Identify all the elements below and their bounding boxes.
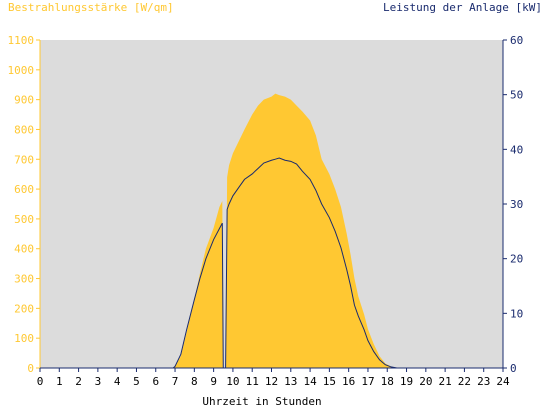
x-tick-label: 11 xyxy=(246,375,259,388)
left-axis-title: Bestrahlungsstärke [W/qm] xyxy=(8,1,174,14)
x-tick-label: 16 xyxy=(342,375,355,388)
x-tick-label: 12 xyxy=(265,375,278,388)
left-tick-label: 100 xyxy=(14,332,34,345)
right-tick-label: 30 xyxy=(510,198,523,211)
left-tick-label: 700 xyxy=(14,153,34,166)
x-tick-label: 20 xyxy=(419,375,432,388)
right-tick-label: 20 xyxy=(510,253,523,266)
x-tick-label: 22 xyxy=(458,375,471,388)
x-tick-label: 18 xyxy=(381,375,394,388)
x-tick-label: 24 xyxy=(496,375,510,388)
x-tick-label: 7 xyxy=(172,375,179,388)
x-axis-label: Uhrzeit in Stunden xyxy=(202,395,321,408)
x-tick-label: 21 xyxy=(439,375,452,388)
x-tick-label: 23 xyxy=(477,375,490,388)
x-tick-label: 9 xyxy=(210,375,217,388)
left-tick-label: 0 xyxy=(27,362,34,375)
x-tick-label: 0 xyxy=(37,375,44,388)
x-tick-label: 17 xyxy=(361,375,374,388)
left-tick-label: 1100 xyxy=(8,34,35,47)
x-tick-label: 3 xyxy=(95,375,102,388)
x-tick-label: 1 xyxy=(56,375,63,388)
irradiance-area xyxy=(40,93,503,369)
right-tick-label: 50 xyxy=(510,89,523,102)
power-line xyxy=(40,157,503,369)
left-tick-label: 200 xyxy=(14,302,34,315)
x-tick-label: 10 xyxy=(226,375,239,388)
x-tick-label: 19 xyxy=(400,375,413,388)
right-tick-label: 60 xyxy=(510,34,523,47)
x-tick-label: 14 xyxy=(303,375,317,388)
left-tick-label: 600 xyxy=(14,183,34,196)
x-tick-label: 6 xyxy=(152,375,159,388)
x-tick-label: 13 xyxy=(284,375,297,388)
x-tick-label: 15 xyxy=(323,375,336,388)
right-axis-title: Leistung der Anlage [kW] xyxy=(383,1,542,14)
left-tick-label: 500 xyxy=(14,213,34,226)
left-tick-label: 400 xyxy=(14,243,34,256)
right-tick-label: 40 xyxy=(510,143,523,156)
x-tick-label: 8 xyxy=(191,375,198,388)
left-tick-label: 1000 xyxy=(8,64,35,77)
x-tick-label: 4 xyxy=(114,375,121,388)
left-tick-label: 300 xyxy=(14,273,34,286)
right-tick-label: 0 xyxy=(510,362,517,375)
x-tick-label: 5 xyxy=(133,375,140,388)
left-tick-label: 900 xyxy=(14,94,34,107)
left-tick-label: 800 xyxy=(14,123,34,136)
x-tick-label: 2 xyxy=(75,375,82,388)
right-tick-label: 10 xyxy=(510,307,523,320)
